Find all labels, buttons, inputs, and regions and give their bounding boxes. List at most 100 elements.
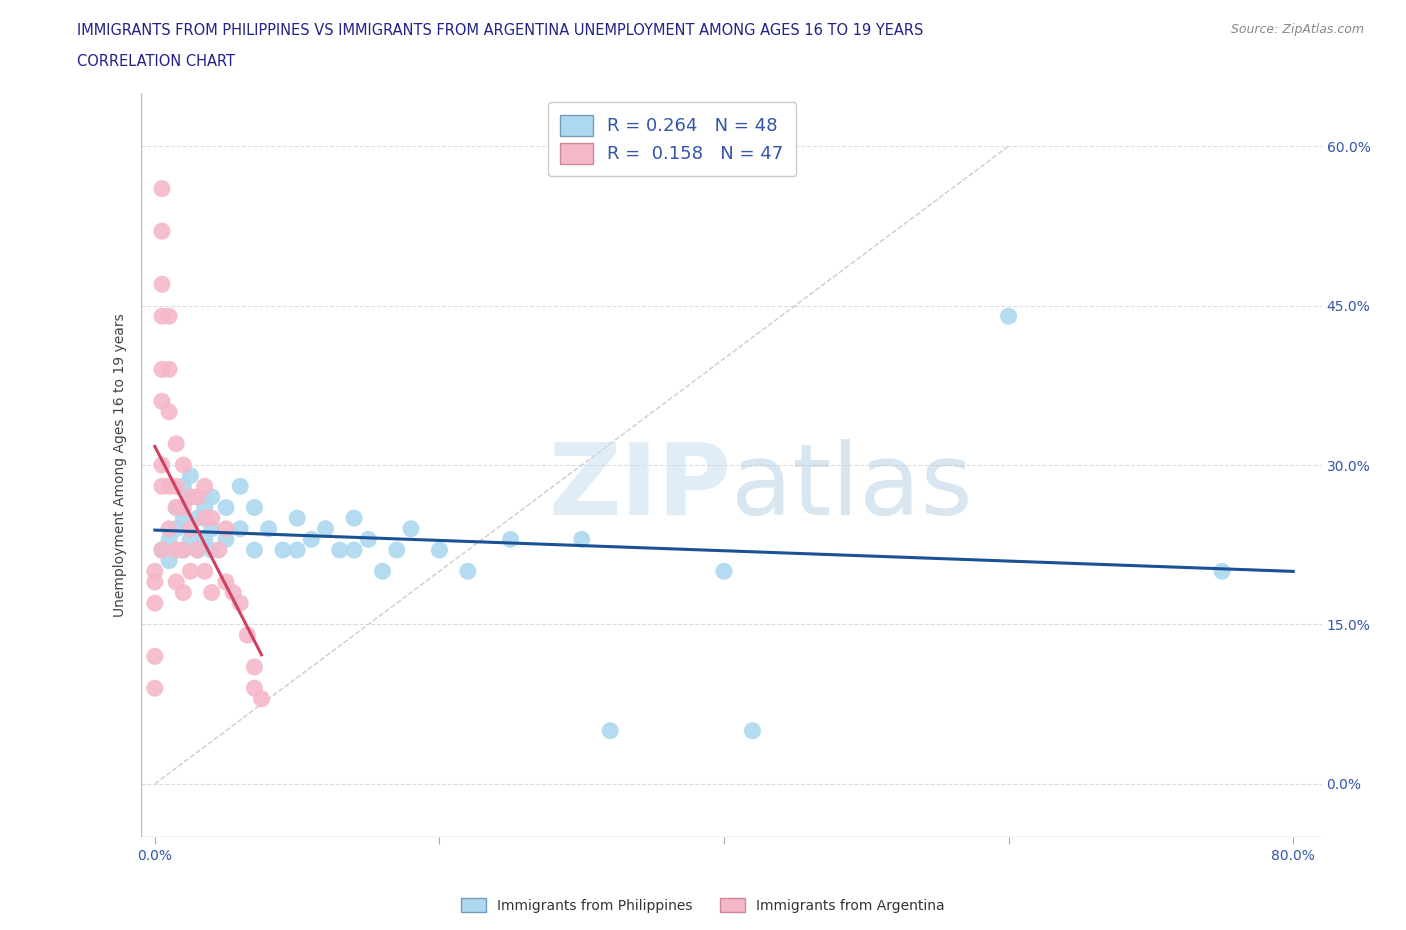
Point xyxy=(165,479,187,494)
Point xyxy=(194,479,217,494)
Point xyxy=(179,468,201,483)
Point xyxy=(165,522,187,537)
Point xyxy=(165,542,187,557)
Point xyxy=(713,564,735,578)
Point xyxy=(157,362,180,377)
Point xyxy=(201,542,224,557)
Point xyxy=(399,522,422,537)
Point xyxy=(222,585,245,600)
Point xyxy=(201,522,224,537)
Point xyxy=(172,542,194,557)
Point xyxy=(150,309,173,324)
Point xyxy=(172,479,194,494)
Point xyxy=(243,500,266,515)
Point xyxy=(571,532,593,547)
Point xyxy=(143,564,166,578)
Point xyxy=(186,489,208,504)
Point xyxy=(150,479,173,494)
Point xyxy=(157,309,180,324)
Legend: Immigrants from Philippines, Immigrants from Argentina: Immigrants from Philippines, Immigrants … xyxy=(456,893,950,919)
Point xyxy=(385,542,408,557)
Point xyxy=(143,596,166,611)
Point xyxy=(315,522,337,537)
Point xyxy=(194,564,217,578)
Point xyxy=(285,542,308,557)
Point xyxy=(1211,564,1233,578)
Point xyxy=(165,436,187,451)
Point xyxy=(150,458,173,472)
Text: ZIP: ZIP xyxy=(548,439,731,536)
Point xyxy=(599,724,621,738)
Point xyxy=(201,511,224,525)
Point xyxy=(157,479,180,494)
Point xyxy=(457,564,479,578)
Point xyxy=(271,542,294,557)
Point xyxy=(157,522,180,537)
Point xyxy=(157,532,180,547)
Point xyxy=(172,500,194,515)
Point xyxy=(150,362,173,377)
Point xyxy=(186,489,208,504)
Point xyxy=(150,181,173,196)
Point xyxy=(215,500,238,515)
Point xyxy=(371,564,394,578)
Y-axis label: Unemployment Among Ages 16 to 19 years: Unemployment Among Ages 16 to 19 years xyxy=(114,313,128,617)
Point xyxy=(179,489,201,504)
Point xyxy=(186,542,208,557)
Point xyxy=(741,724,763,738)
Point xyxy=(215,575,238,590)
Point xyxy=(208,542,231,557)
Text: Source: ZipAtlas.com: Source: ZipAtlas.com xyxy=(1230,23,1364,36)
Point xyxy=(215,522,238,537)
Point xyxy=(997,309,1019,324)
Point xyxy=(357,532,380,547)
Point xyxy=(157,553,180,568)
Point xyxy=(179,564,201,578)
Point xyxy=(150,393,173,408)
Point xyxy=(179,522,201,537)
Point xyxy=(229,522,252,537)
Point xyxy=(165,542,187,557)
Point xyxy=(215,532,238,547)
Point xyxy=(194,500,217,515)
Point xyxy=(429,542,451,557)
Point xyxy=(179,532,201,547)
Point xyxy=(243,542,266,557)
Text: IMMIGRANTS FROM PHILIPPINES VS IMMIGRANTS FROM ARGENTINA UNEMPLOYMENT AMONG AGES: IMMIGRANTS FROM PHILIPPINES VS IMMIGRANT… xyxy=(77,23,924,38)
Point xyxy=(150,542,173,557)
Point xyxy=(285,511,308,525)
Point xyxy=(143,649,166,664)
Point xyxy=(257,522,280,537)
Point xyxy=(165,500,187,515)
Point xyxy=(172,458,194,472)
Point xyxy=(229,479,252,494)
Point xyxy=(194,532,217,547)
Point xyxy=(243,659,266,674)
Text: CORRELATION CHART: CORRELATION CHART xyxy=(77,54,235,69)
Point xyxy=(186,511,208,525)
Point xyxy=(143,681,166,696)
Point xyxy=(343,511,366,525)
Point xyxy=(150,277,173,292)
Point xyxy=(299,532,322,547)
Point xyxy=(243,681,266,696)
Point xyxy=(343,542,366,557)
Point xyxy=(150,542,173,557)
Point xyxy=(172,511,194,525)
Legend: R = 0.264   N = 48, R =  0.158   N = 47: R = 0.264 N = 48, R = 0.158 N = 47 xyxy=(548,102,796,177)
Point xyxy=(499,532,522,547)
Point xyxy=(165,575,187,590)
Point xyxy=(165,500,187,515)
Point xyxy=(236,628,259,643)
Point xyxy=(157,405,180,419)
Point xyxy=(172,542,194,557)
Point xyxy=(172,585,194,600)
Point xyxy=(150,224,173,239)
Point xyxy=(229,596,252,611)
Point xyxy=(329,542,352,557)
Point xyxy=(179,489,201,504)
Point xyxy=(143,575,166,590)
Point xyxy=(250,691,273,706)
Point xyxy=(201,489,224,504)
Point xyxy=(194,511,217,525)
